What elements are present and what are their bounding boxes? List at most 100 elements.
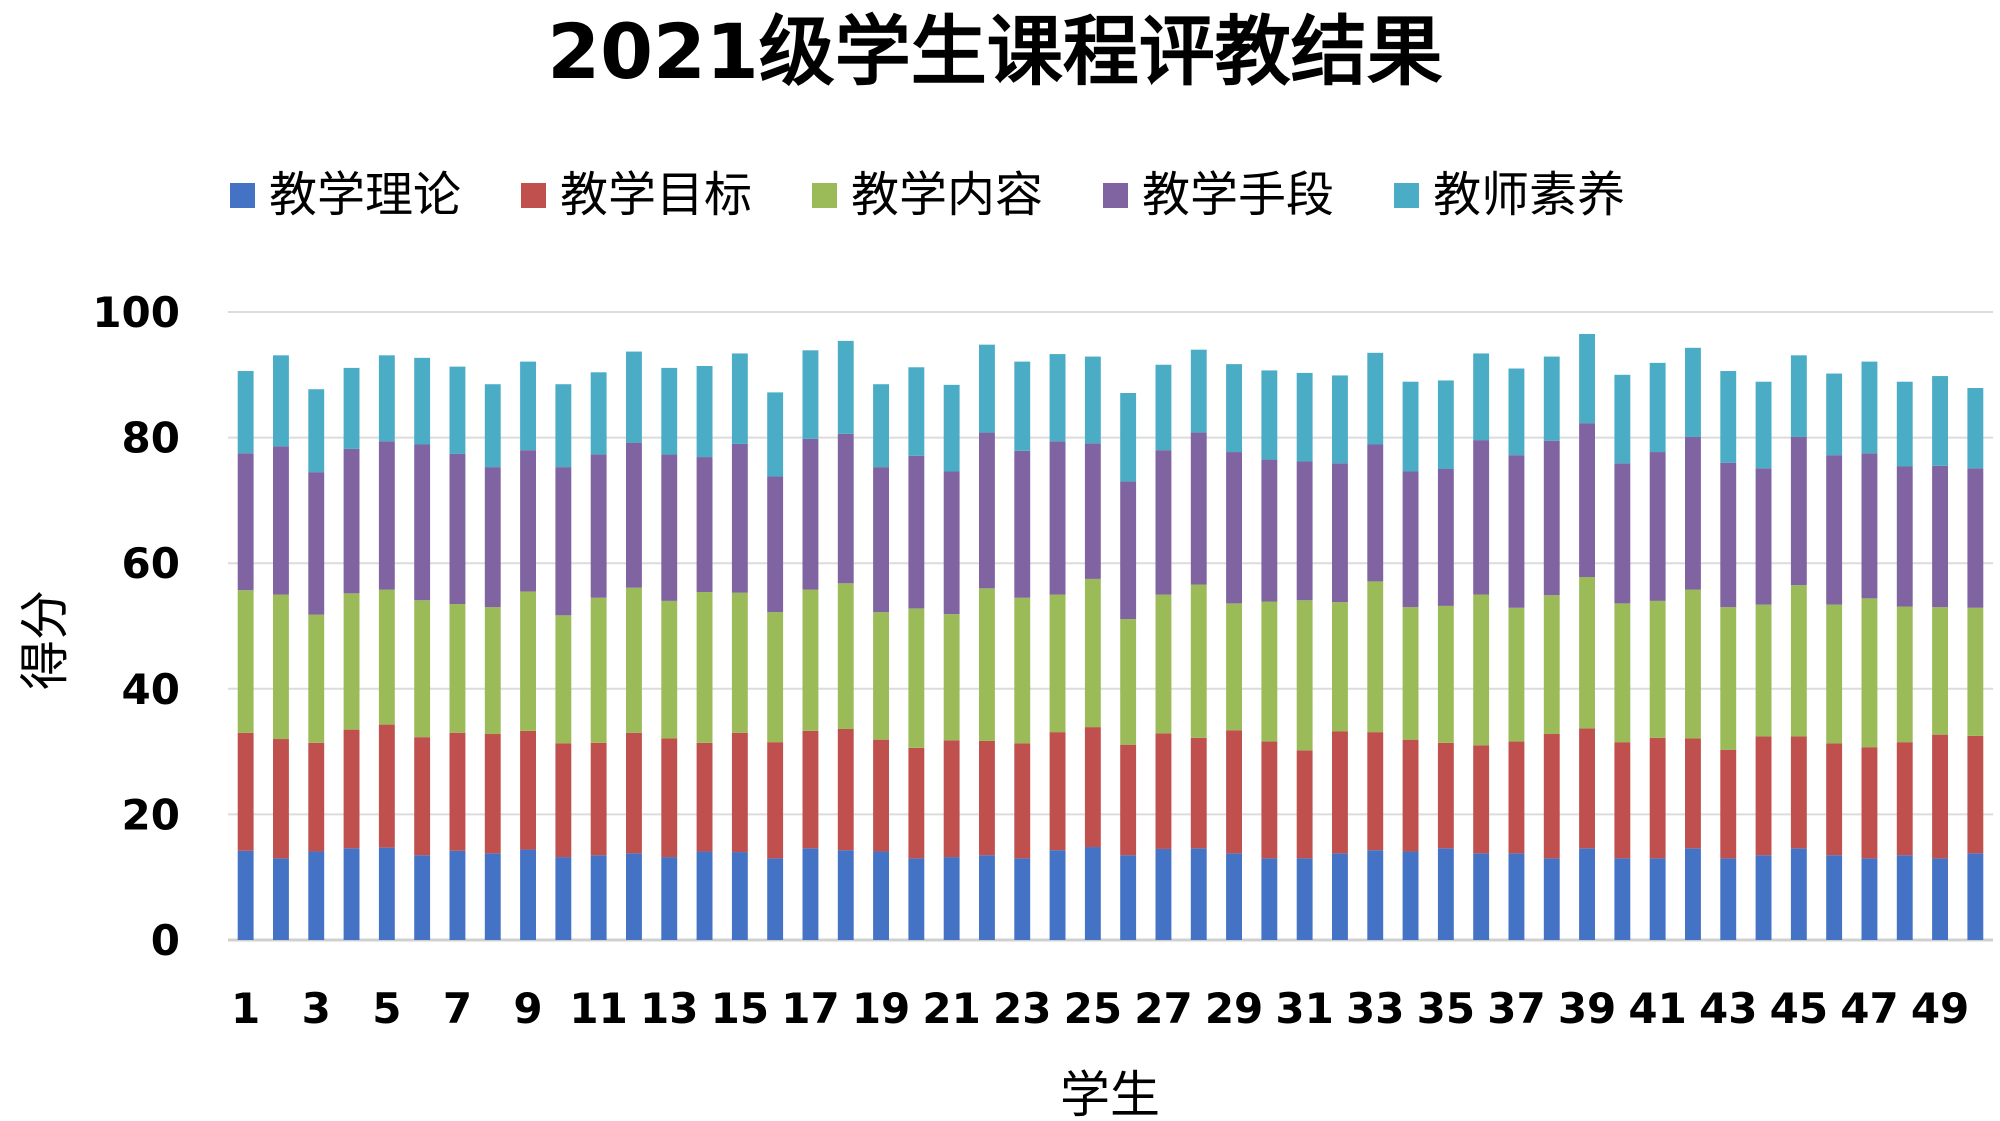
legend-swatch [1394, 182, 1420, 208]
bar-segment-教学内容-45 [1790, 585, 1807, 737]
bar-segment-教师素养-48 [1896, 381, 1913, 467]
bar-segment-教学手段-28 [1190, 432, 1207, 585]
x-tick-label-19: 19 [852, 984, 910, 1033]
bar-segment-教学目标-16 [767, 742, 784, 859]
bar-segment-教学内容-14 [696, 592, 713, 743]
bar-segment-教师素养-23 [1014, 361, 1031, 451]
x-tick-label-23: 23 [993, 984, 1051, 1033]
bar-segment-教师素养-49 [1932, 376, 1948, 466]
bar-segment-教师素养-17 [802, 350, 819, 439]
bar-segment-教师素养-41 [1649, 362, 1666, 453]
bar-segment-教学内容-7 [449, 604, 466, 733]
bar-segment-教学内容-43 [1720, 607, 1737, 750]
bar-segment-教师素养-35 [1437, 380, 1454, 469]
bar-segment-教学理论-5 [378, 847, 395, 940]
bar-segment-教师素养-10 [555, 384, 572, 468]
bar-segment-教学内容-18 [837, 583, 854, 729]
bar-segment-教学手段-34 [1402, 471, 1419, 608]
bar-segment-教师素养-46 [1826, 373, 1843, 456]
bar-segment-教学目标-22 [979, 740, 995, 856]
bar-segment-教师素养-31 [1296, 372, 1313, 462]
y-tick-label-100: 100 [92, 288, 180, 337]
bar-segment-教学理论-16 [767, 858, 784, 940]
bar-segment-教学目标-42 [1685, 738, 1701, 849]
x-tick-label-13: 13 [640, 984, 698, 1033]
bar-segment-教师素养-27 [1155, 364, 1172, 451]
bar-segment-教学手段-44 [1755, 468, 1772, 605]
bar-segment-教学手段-10 [555, 467, 572, 616]
bar-segment-教学目标-21 [943, 740, 960, 858]
bar-segment-教学理论-39 [1579, 848, 1595, 940]
bar-segment-教学手段-16 [767, 476, 784, 613]
bar-segment-教学目标-18 [837, 728, 854, 851]
bar-segment-教学目标-43 [1720, 749, 1737, 859]
bar-segment-教学目标-37 [1508, 741, 1525, 854]
bar-segment-教学手段-27 [1155, 450, 1172, 595]
bar-segment-教学目标-1 [237, 732, 254, 851]
bar-segment-教学手段-37 [1508, 455, 1525, 608]
bar-segment-教学目标-19 [873, 739, 889, 852]
bar-segment-教学手段-3 [308, 472, 325, 615]
bar-segment-教学理论-13 [661, 857, 678, 940]
legend-swatch [230, 182, 255, 208]
bar-segment-教学内容-5 [378, 589, 395, 725]
bar-segment-教学理论-4 [343, 848, 360, 940]
legend-label: 教学理论 [269, 167, 462, 223]
bar-segment-教学内容-40 [1614, 603, 1631, 743]
bar-segment-教学手段-50 [1967, 468, 1984, 608]
bar-segment-教学内容-26 [1120, 619, 1137, 745]
bar-segment-教学内容-34 [1402, 607, 1419, 740]
bar-segment-教师素养-30 [1261, 370, 1278, 460]
x-tick-label-49: 49 [1911, 984, 1969, 1033]
bar-segment-教学手段-29 [1226, 452, 1242, 604]
bar-segment-教师素养-39 [1579, 333, 1595, 424]
x-tick-label-29: 29 [1205, 984, 1263, 1033]
bar-segment-教学目标-39 [1579, 728, 1595, 849]
bar-segment-教师素养-45 [1790, 355, 1807, 437]
bar-segment-教学目标-32 [1332, 731, 1348, 854]
legend-item-2: 教学内容 [812, 160, 1043, 230]
bar-segment-教学理论-27 [1155, 848, 1172, 940]
bar-segment-教学目标-5 [378, 724, 395, 848]
bar-segment-教学内容-2 [273, 594, 289, 740]
bar-segment-教学目标-15 [731, 732, 748, 853]
bar-segment-教师素养-24 [1049, 354, 1066, 442]
bar-segment-教学内容-41 [1649, 600, 1666, 738]
bar-segment-教学内容-12 [626, 587, 642, 733]
legend-label: 教师素养 [1433, 167, 1626, 223]
bar-segment-教学手段-30 [1261, 459, 1278, 602]
legend-label: 教学内容 [851, 167, 1044, 223]
bar-segment-教学手段-15 [731, 443, 748, 593]
legend-swatch [521, 182, 547, 208]
bar-segment-教学目标-13 [661, 738, 678, 858]
bar-segment-教师素养-43 [1720, 371, 1737, 463]
y-tick-label-40: 40 [122, 665, 180, 714]
bar-segment-教师素养-14 [696, 366, 713, 458]
bar-segment-教师素养-36 [1473, 353, 1490, 441]
bar-segment-教学手段-4 [343, 448, 360, 594]
x-tick-label-43: 43 [1699, 984, 1757, 1033]
bar-segment-教学内容-1 [237, 590, 254, 733]
bar-segment-教学手段-43 [1720, 462, 1737, 608]
bar-segment-教学手段-9 [520, 450, 536, 592]
bar-segment-教学手段-41 [1649, 452, 1666, 601]
x-tick-label-25: 25 [1064, 984, 1122, 1033]
bar-segment-教学手段-7 [449, 453, 466, 605]
bar-segment-教学手段-49 [1932, 465, 1948, 608]
bar-segment-教学内容-47 [1861, 598, 1878, 748]
bar-segment-教学目标-33 [1367, 732, 1384, 851]
bar-segment-教学目标-17 [802, 730, 819, 849]
bar-segment-教学理论-1 [237, 850, 254, 940]
bar-segment-教学理论-32 [1332, 853, 1348, 940]
bar-segment-教学理论-45 [1790, 848, 1807, 940]
bar-segment-教学内容-29 [1226, 603, 1242, 731]
bars [237, 333, 1984, 940]
bar-segment-教学内容-3 [308, 614, 325, 743]
bar-segment-教师素养-28 [1190, 349, 1207, 433]
bar-segment-教学内容-32 [1332, 602, 1348, 732]
bar-segment-教师素养-2 [273, 355, 289, 447]
bar-segment-教学内容-38 [1543, 595, 1560, 735]
x-tick-label-1: 1 [231, 984, 260, 1033]
bar-segment-教学目标-8 [484, 734, 501, 854]
bar-segment-教学手段-5 [378, 441, 395, 590]
